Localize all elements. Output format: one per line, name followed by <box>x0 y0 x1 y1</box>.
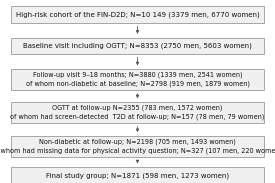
Text: High-risk cohort of the FIN-D2D; N=10 149 (3379 men, 6770 women): High-risk cohort of the FIN-D2D; N=10 14… <box>16 11 259 18</box>
Text: Baseline visit including OGTT; N=8353 (2750 men, 5603 women): Baseline visit including OGTT; N=8353 (2… <box>23 42 252 49</box>
Text: OGTT at follow-up N=2355 (783 men, 1572 women)
of whom had screen-detected  T2D : OGTT at follow-up N=2355 (783 men, 1572 … <box>10 105 265 120</box>
FancyBboxPatch shape <box>11 167 264 183</box>
FancyBboxPatch shape <box>11 69 264 90</box>
Text: Non-diabetic at follow-up; N=2198 (705 men, 1493 women)
of whom had missing data: Non-diabetic at follow-up; N=2198 (705 m… <box>0 139 275 154</box>
FancyBboxPatch shape <box>11 102 264 123</box>
Text: Final study group; N=1871 (598 men, 1273 women): Final study group; N=1871 (598 men, 1273… <box>46 172 229 179</box>
FancyBboxPatch shape <box>11 38 264 54</box>
Text: Follow-up visit 9–18 months; N=3880 (1339 men, 2541 women)
of whom non-diabetic : Follow-up visit 9–18 months; N=3880 (133… <box>26 72 249 87</box>
FancyBboxPatch shape <box>11 136 264 157</box>
FancyBboxPatch shape <box>11 6 264 23</box>
